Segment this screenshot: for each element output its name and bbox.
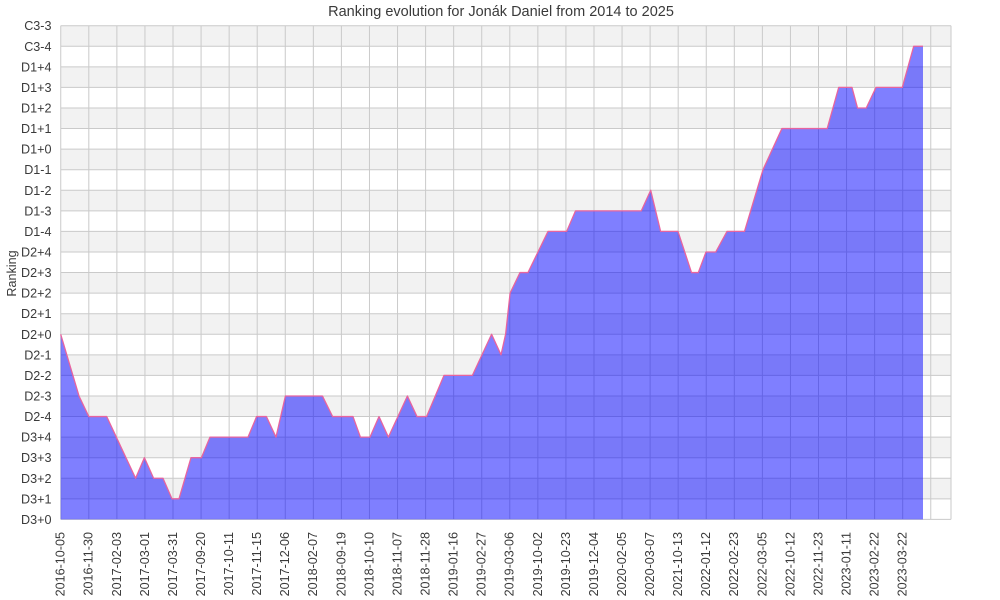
svg-text:D1+1: D1+1 <box>21 122 51 136</box>
svg-text:2019-12-04: 2019-12-04 <box>587 532 601 596</box>
svg-text:D1-2: D1-2 <box>24 184 51 198</box>
svg-text:2022-03-05: 2022-03-05 <box>755 532 769 596</box>
svg-text:2017-11-15: 2017-11-15 <box>250 532 264 596</box>
svg-text:2017-03-31: 2017-03-31 <box>166 532 180 596</box>
svg-text:Ranking evolution for Jonák Da: Ranking evolution for Jonák Daniel from … <box>328 4 674 20</box>
svg-text:2017-03-01: 2017-03-01 <box>138 532 152 596</box>
svg-text:D2+1: D2+1 <box>21 307 51 321</box>
svg-text:D2+3: D2+3 <box>21 266 51 280</box>
svg-text:D2-4: D2-4 <box>24 410 51 424</box>
svg-text:D3+1: D3+1 <box>21 492 51 506</box>
svg-text:D2-1: D2-1 <box>24 348 51 362</box>
svg-text:2020-02-05: 2020-02-05 <box>615 532 629 596</box>
svg-text:D1+3: D1+3 <box>21 81 51 95</box>
svg-text:2022-11-23: 2022-11-23 <box>811 532 825 596</box>
svg-text:2019-02-27: 2019-02-27 <box>475 532 489 596</box>
svg-text:2020-03-07: 2020-03-07 <box>643 532 657 596</box>
svg-text:2022-10-12: 2022-10-12 <box>783 532 797 596</box>
svg-text:2017-09-20: 2017-09-20 <box>194 532 208 596</box>
svg-text:2018-02-07: 2018-02-07 <box>306 532 320 596</box>
svg-text:D1-4: D1-4 <box>24 225 51 239</box>
svg-text:2016-11-30: 2016-11-30 <box>82 532 96 596</box>
svg-text:D1+2: D1+2 <box>21 101 51 115</box>
svg-text:C3-4: C3-4 <box>24 40 51 54</box>
svg-text:2019-01-16: 2019-01-16 <box>447 532 461 596</box>
svg-text:2019-10-23: 2019-10-23 <box>559 532 573 596</box>
svg-text:D3+4: D3+4 <box>21 431 51 445</box>
svg-text:2023-01-11: 2023-01-11 <box>839 532 853 596</box>
svg-text:D2+4: D2+4 <box>21 245 51 259</box>
svg-text:2018-11-07: 2018-11-07 <box>390 532 404 596</box>
svg-text:D2+0: D2+0 <box>21 328 51 342</box>
svg-text:Ranking: Ranking <box>5 250 19 296</box>
svg-text:D2-2: D2-2 <box>24 369 51 383</box>
svg-text:D3+0: D3+0 <box>21 513 51 527</box>
svg-text:2019-10-02: 2019-10-02 <box>531 532 545 596</box>
svg-text:2019-03-06: 2019-03-06 <box>503 532 517 596</box>
svg-text:C3-3: C3-3 <box>24 19 51 33</box>
svg-text:2016-10-05: 2016-10-05 <box>54 532 68 596</box>
svg-text:D3+2: D3+2 <box>21 472 51 486</box>
svg-text:2018-10-10: 2018-10-10 <box>362 532 376 596</box>
svg-text:2017-02-03: 2017-02-03 <box>110 532 124 596</box>
svg-text:D1-3: D1-3 <box>24 204 51 218</box>
svg-text:2023-03-22: 2023-03-22 <box>896 532 910 596</box>
svg-text:2017-10-11: 2017-10-11 <box>222 532 236 596</box>
svg-text:2018-11-28: 2018-11-28 <box>419 532 433 596</box>
svg-text:2022-02-23: 2022-02-23 <box>727 532 741 596</box>
svg-text:D3+3: D3+3 <box>21 451 51 465</box>
svg-text:D1+0: D1+0 <box>21 143 51 157</box>
svg-text:D2+2: D2+2 <box>21 287 51 301</box>
svg-text:2018-09-19: 2018-09-19 <box>334 532 348 596</box>
svg-text:D1-1: D1-1 <box>24 163 51 177</box>
svg-text:2022-01-12: 2022-01-12 <box>699 532 713 596</box>
svg-text:D2-3: D2-3 <box>24 389 51 403</box>
svg-text:2023-02-22: 2023-02-22 <box>868 532 882 596</box>
svg-text:D1+4: D1+4 <box>21 60 51 74</box>
svg-text:2017-12-06: 2017-12-06 <box>278 532 292 596</box>
svg-text:2021-10-13: 2021-10-13 <box>671 532 685 596</box>
